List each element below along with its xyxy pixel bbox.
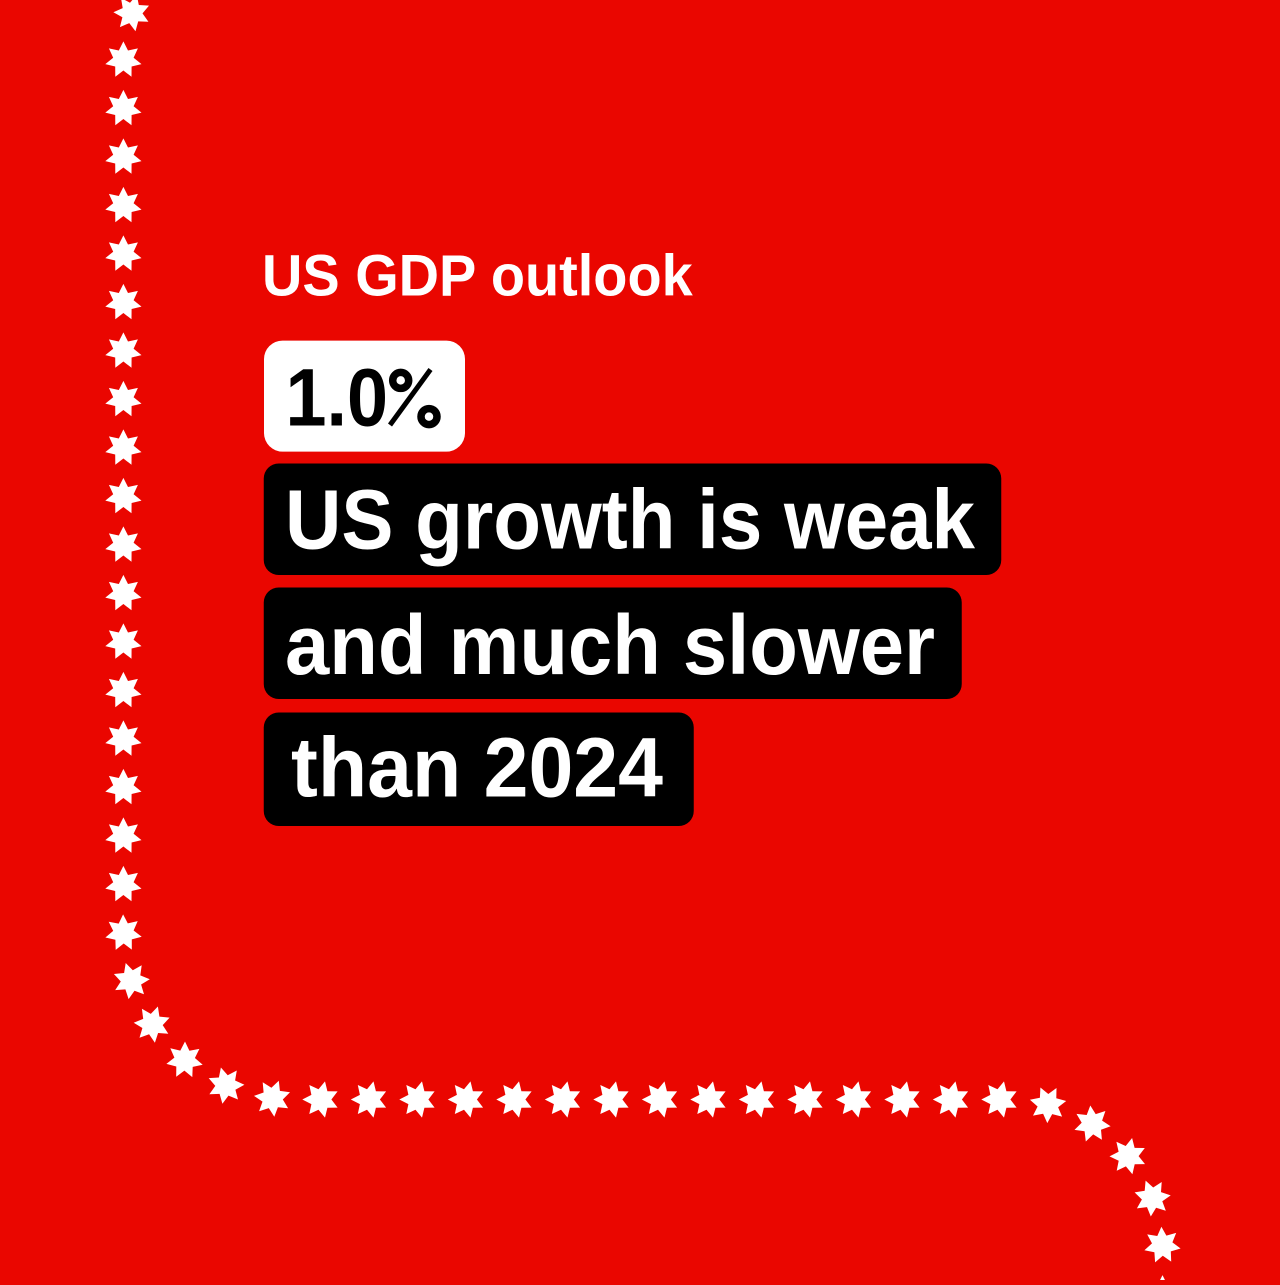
svg-text:US growth is weak: US growth is weak [285,473,975,567]
svg-text:and much slower: and much slower [285,598,935,692]
svg-text:US GDP outlook: US GDP outlook [262,244,693,309]
svg-text:1.0: 1.0 [286,353,389,444]
svg-text:than 2024: than 2024 [291,721,663,815]
